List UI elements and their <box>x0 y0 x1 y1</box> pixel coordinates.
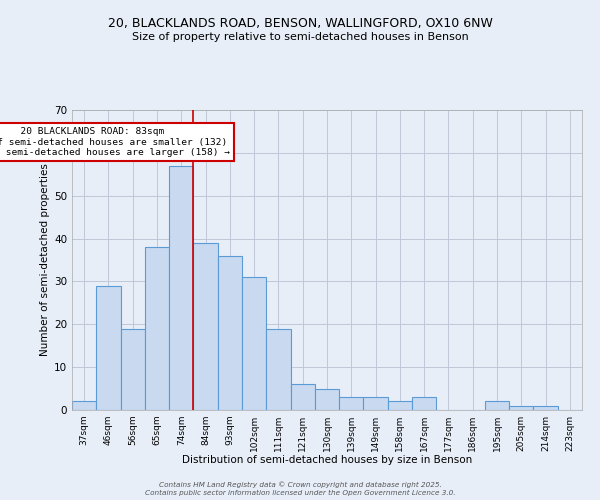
Bar <box>266 328 290 410</box>
Bar <box>364 397 388 410</box>
Bar <box>485 402 509 410</box>
Bar <box>218 256 242 410</box>
Bar <box>509 406 533 410</box>
Text: Contains HM Land Registry data © Crown copyright and database right 2025.: Contains HM Land Registry data © Crown c… <box>158 481 442 488</box>
Bar <box>388 402 412 410</box>
Bar <box>412 397 436 410</box>
Text: Size of property relative to semi-detached houses in Benson: Size of property relative to semi-detach… <box>131 32 469 42</box>
Bar <box>315 388 339 410</box>
Bar <box>72 402 96 410</box>
Bar <box>145 247 169 410</box>
Text: Contains public sector information licensed under the Open Government Licence 3.: Contains public sector information licen… <box>145 490 455 496</box>
Y-axis label: Number of semi-detached properties: Number of semi-detached properties <box>40 164 50 356</box>
Bar <box>339 397 364 410</box>
Bar <box>533 406 558 410</box>
X-axis label: Distribution of semi-detached houses by size in Benson: Distribution of semi-detached houses by … <box>182 456 472 466</box>
Bar <box>242 277 266 410</box>
Bar <box>169 166 193 410</box>
Bar <box>121 328 145 410</box>
Bar <box>96 286 121 410</box>
Bar <box>193 243 218 410</box>
Text: 20 BLACKLANDS ROAD: 83sqm  
← 45% of semi-detached houses are smaller (132)
  54: 20 BLACKLANDS ROAD: 83sqm ← 45% of semi-… <box>0 127 230 157</box>
Text: 20, BLACKLANDS ROAD, BENSON, WALLINGFORD, OX10 6NW: 20, BLACKLANDS ROAD, BENSON, WALLINGFORD… <box>107 18 493 30</box>
Bar <box>290 384 315 410</box>
